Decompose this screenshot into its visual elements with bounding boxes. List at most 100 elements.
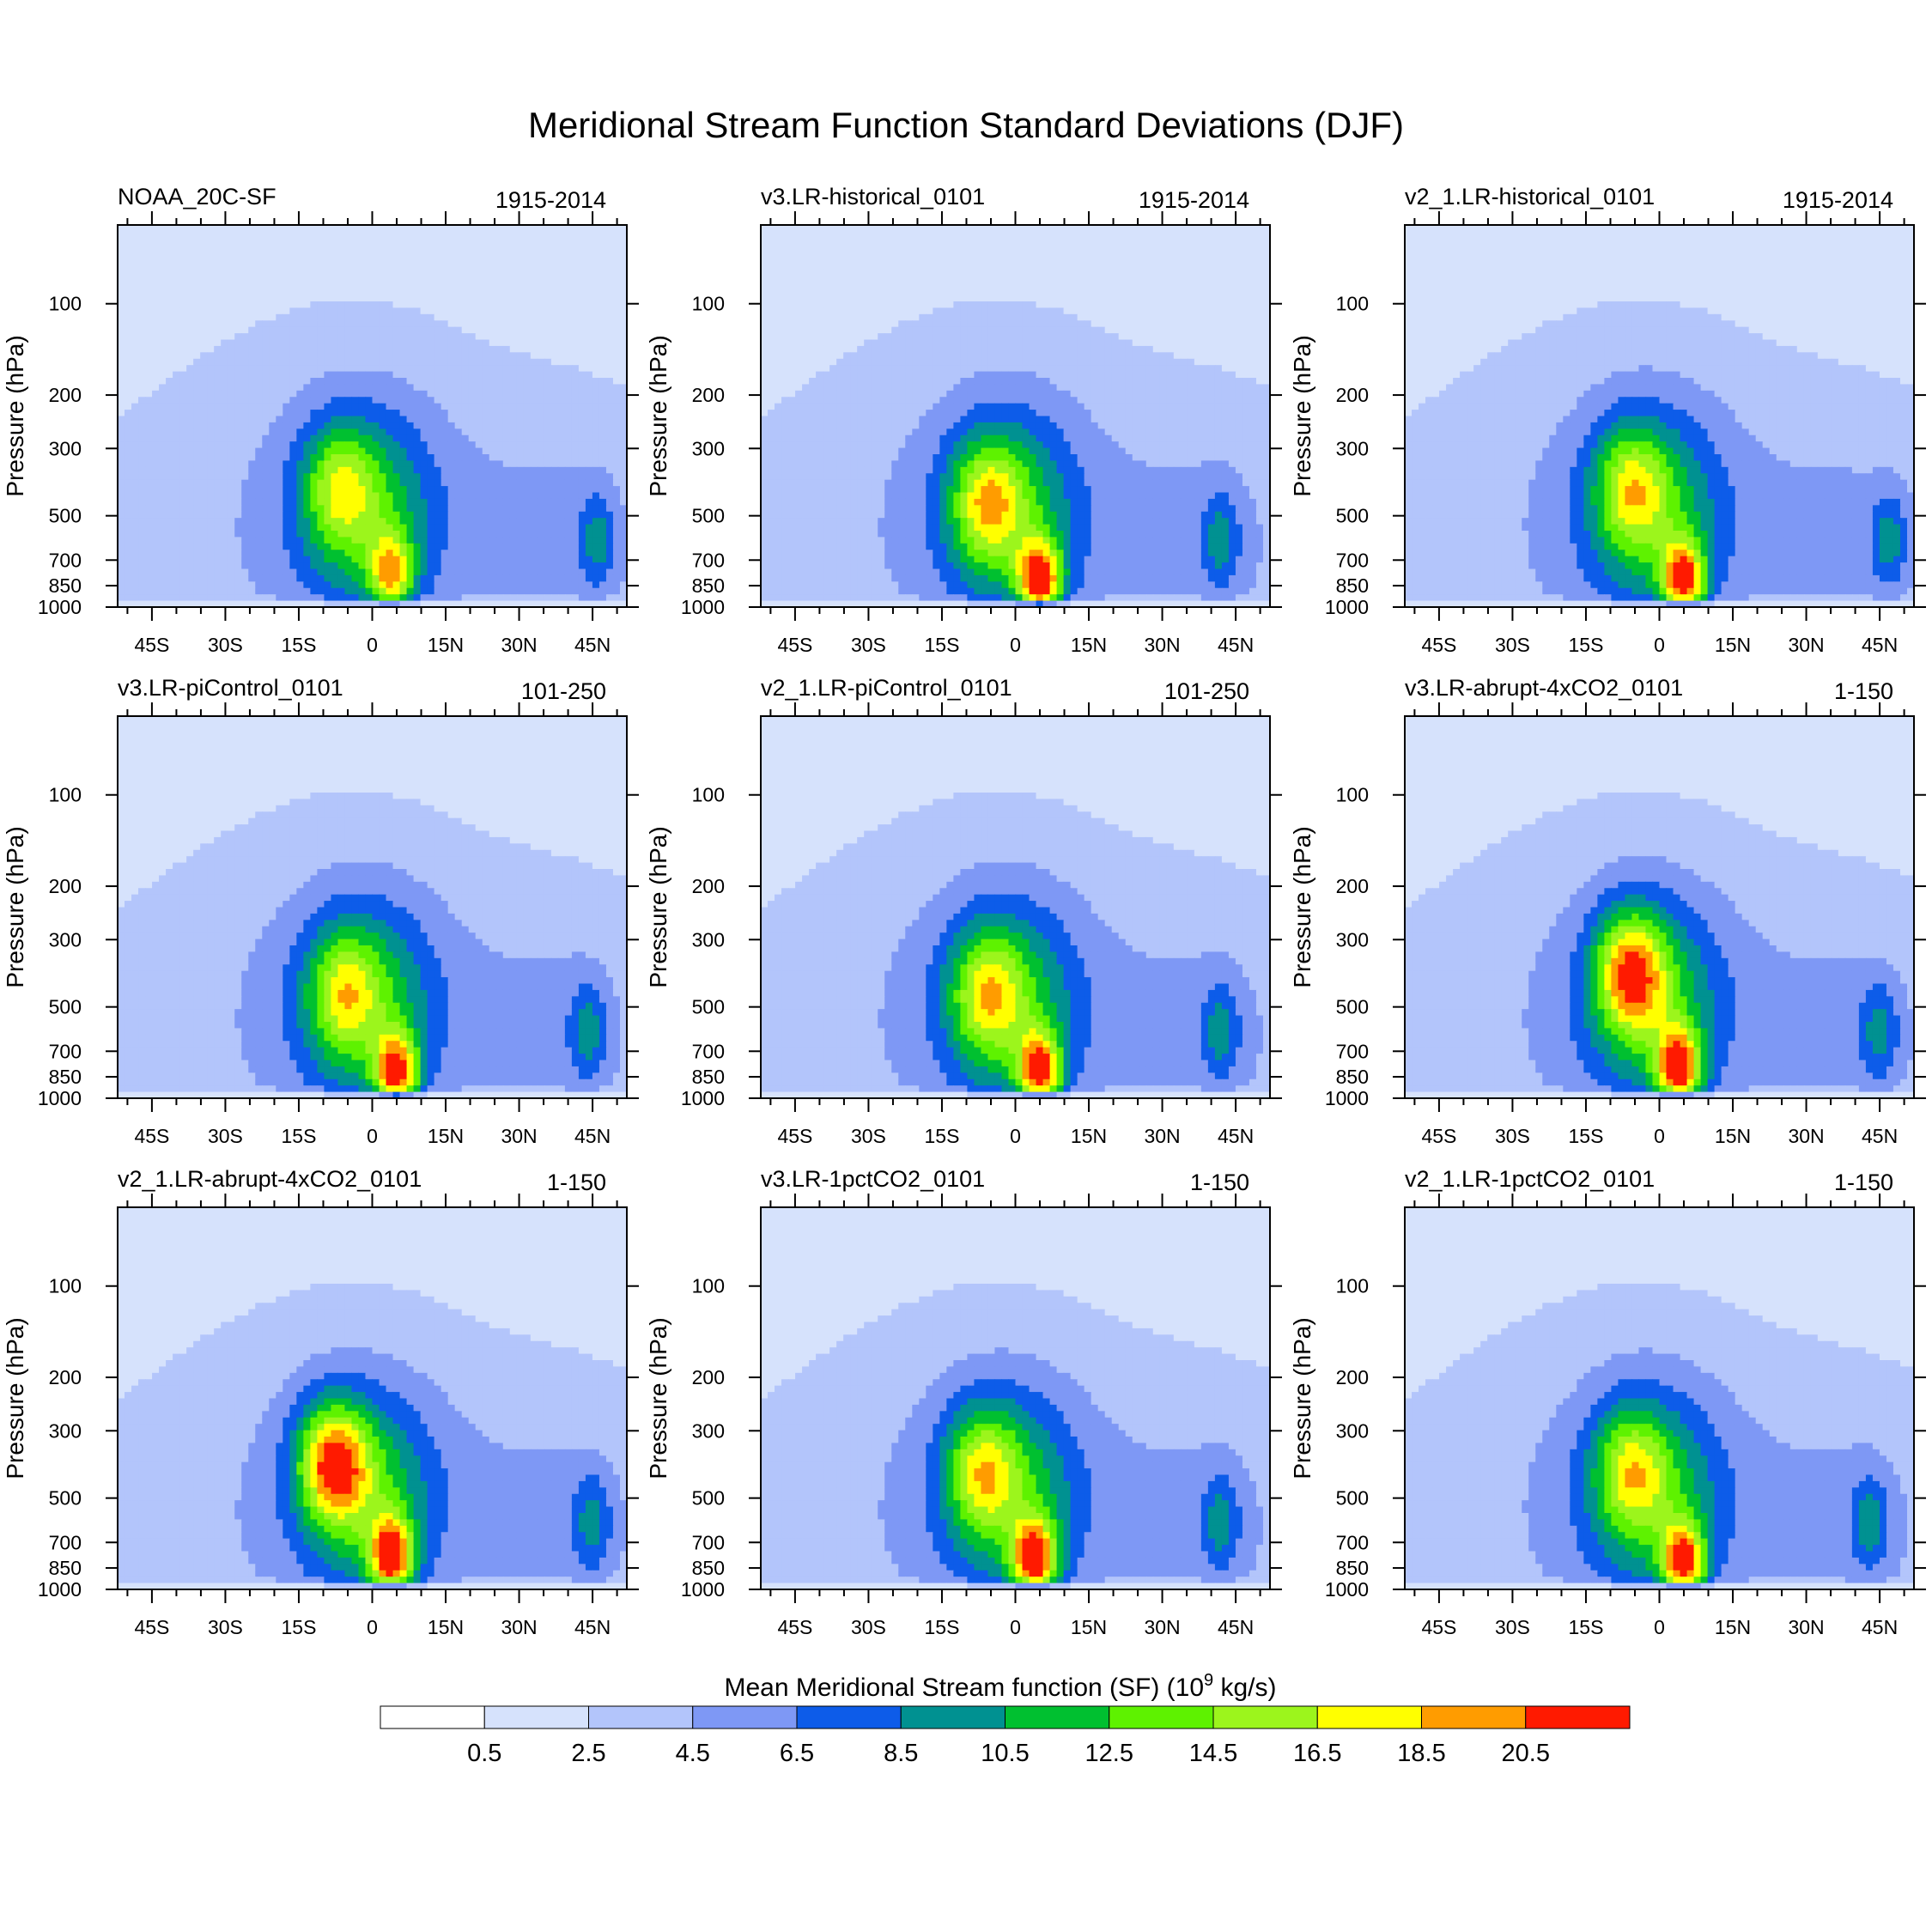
field-cell (179, 486, 187, 493)
field-cell (428, 391, 435, 398)
field-cell (255, 307, 263, 314)
field-cell (517, 422, 525, 429)
field-cell (503, 410, 511, 416)
field-cell (434, 225, 442, 232)
field-cell (234, 493, 242, 500)
field-cell (551, 244, 559, 251)
field-cell (599, 404, 607, 410)
field-cell (517, 372, 525, 379)
field-cell (613, 276, 621, 283)
field-cell (510, 454, 518, 461)
field-cell (572, 307, 580, 314)
field-cell (483, 480, 490, 487)
field-cell (234, 225, 242, 232)
field-cell (407, 270, 415, 276)
field-cell (255, 238, 263, 245)
field-cell (125, 493, 132, 500)
field-cell (434, 352, 442, 359)
field-cell (579, 493, 586, 500)
field-cell (407, 460, 415, 467)
field-cell (241, 428, 249, 435)
field-cell (310, 270, 318, 276)
field-cell (179, 493, 187, 500)
field-cell (159, 295, 167, 302)
field-cell (296, 378, 304, 385)
field-cell (531, 480, 538, 487)
field-cell (221, 283, 228, 289)
field-cell (138, 276, 146, 283)
field-cell (303, 276, 311, 283)
field-cell (393, 264, 401, 270)
field-cell (455, 378, 463, 385)
field-cell (544, 428, 552, 435)
field-cell (551, 460, 559, 467)
field-cell (331, 428, 338, 435)
field-cell (207, 257, 215, 264)
field-cell (462, 307, 470, 314)
field-cell (434, 454, 442, 461)
field-cell (125, 416, 132, 423)
field-cell (586, 340, 593, 347)
field-cell (289, 301, 297, 308)
field-cell (544, 441, 552, 448)
field-cell (544, 480, 552, 487)
field-cell (592, 352, 600, 359)
field-cell (393, 238, 401, 245)
field-cell (131, 264, 139, 270)
field-cell (489, 460, 497, 467)
field-cell (289, 448, 297, 455)
field-cell (228, 257, 235, 264)
field-cell (125, 301, 132, 308)
field-cell (138, 295, 146, 302)
field-cell (331, 391, 338, 398)
field-cell (248, 327, 256, 334)
field-cell (118, 264, 125, 270)
field-cell (241, 231, 249, 238)
field-cell (544, 467, 552, 474)
field-cell (421, 251, 428, 258)
field-cell (503, 467, 511, 474)
field-cell (613, 372, 621, 379)
field-cell (434, 416, 442, 423)
field-cell (331, 276, 338, 283)
field-cell (544, 231, 552, 238)
field-cell (283, 454, 290, 461)
field-cell (234, 467, 242, 474)
field-cell (283, 486, 290, 493)
field-cell (200, 346, 208, 353)
field-cell (331, 320, 338, 327)
field-cell (517, 289, 525, 295)
field-cell (152, 473, 160, 480)
field-cell (207, 314, 215, 321)
field-cell (400, 416, 408, 423)
field-cell (551, 493, 559, 500)
field-cell (441, 270, 449, 276)
field-cell (131, 397, 139, 404)
field-cell (310, 333, 318, 340)
field-cell (544, 359, 552, 366)
field-cell (159, 467, 167, 474)
field-cell (579, 391, 586, 398)
field-cell (476, 295, 483, 302)
field-cell (373, 283, 380, 289)
field-cell (531, 416, 538, 423)
field-cell (358, 231, 366, 238)
field-cell (455, 327, 463, 334)
field-cell (558, 238, 566, 245)
field-cell (234, 327, 242, 334)
field-cell (606, 289, 614, 295)
field-cell (613, 422, 621, 429)
field-cell (289, 454, 297, 461)
field-cell (393, 352, 401, 359)
field-cell (586, 225, 593, 232)
field-cell (145, 404, 153, 410)
field-cell (565, 448, 573, 455)
field-cell (248, 435, 256, 442)
field-cell (544, 372, 552, 379)
field-cell (283, 340, 290, 347)
field-cell (586, 467, 593, 474)
field-cell (469, 384, 477, 391)
field-cell (351, 359, 359, 366)
field-cell (441, 327, 449, 334)
field-cell (166, 320, 173, 327)
